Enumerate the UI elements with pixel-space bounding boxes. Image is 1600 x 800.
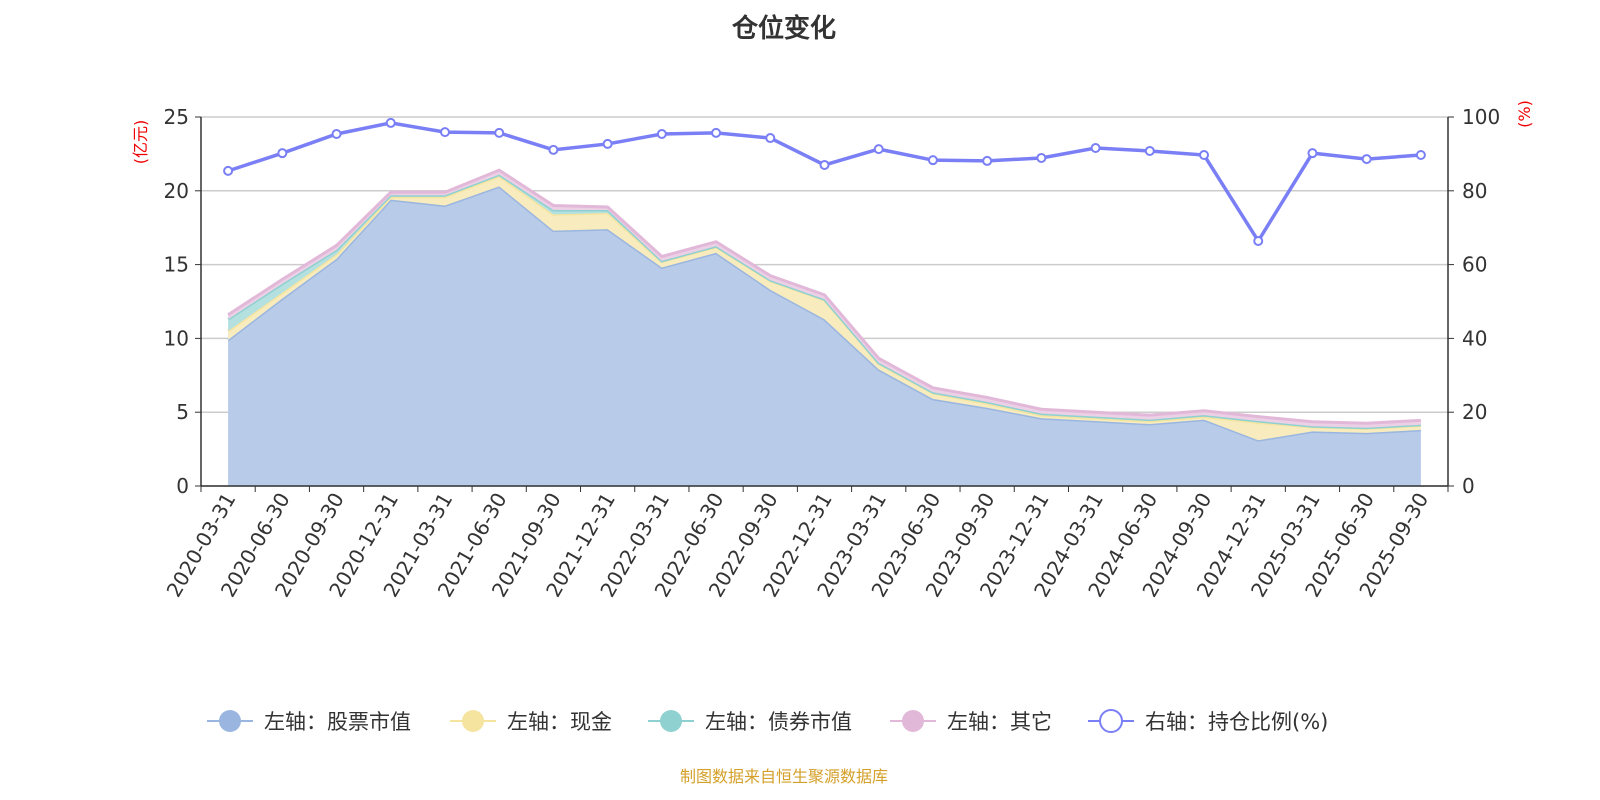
y2-tick-label: 100 [1462,105,1500,129]
legend-label[interactable]: 左轴：股票市值 [264,710,411,734]
ratio-point [1090,142,1101,153]
legend-marker [660,710,682,732]
ratio-point [494,127,505,138]
y2-tick-label: 60 [1462,253,1487,277]
ratio-point [548,144,559,155]
y2-axis-label: (%) [1515,100,1534,128]
area-1 [228,176,1421,441]
ratio-point [277,148,288,159]
y2-tick-label: 80 [1462,179,1487,203]
ratio-point [765,133,776,144]
y-axis-label: (亿元) [131,120,150,165]
ratio-point [1144,145,1155,156]
legend-label[interactable]: 左轴：现金 [507,710,612,734]
y2-tick-label: 20 [1462,400,1487,424]
source-note: 制图数据来自恒生聚源数据库 [679,767,888,786]
ratio-point [223,165,234,176]
ratio-point [819,159,830,170]
ratio-point [873,144,884,155]
chart-title: 仓位变化 [731,14,836,44]
y-tick-label: 20 [164,179,189,203]
ratio-point [1415,150,1426,161]
ratio-point [1361,154,1372,165]
ratio-point [385,117,396,128]
y2-tick-label: 0 [1462,474,1475,498]
y-tick-label: 15 [164,253,189,277]
ratio-point [331,128,342,139]
legend-marker [462,710,484,732]
legend-marker [219,710,241,732]
ratio-point [1307,148,1318,159]
legend-marker [1099,709,1123,733]
ratio-point [1036,152,1047,163]
y-tick-label: 10 [164,326,189,350]
ratio-point [602,138,613,149]
area-3 [228,170,1421,428]
legend-label[interactable]: 左轴：债券市值 [705,710,852,734]
legend-label[interactable]: 右轴：持仓比例(%) [1145,710,1328,734]
y2-tick-label: 40 [1462,326,1487,350]
ratio-point [656,128,667,139]
ratio-point [927,155,938,166]
area-0 [228,186,1421,486]
legend-label[interactable]: 左轴：其它 [947,710,1052,734]
ratio-point [982,155,993,166]
area-line-3 [227,168,1421,425]
ratio-point [439,127,450,138]
ratio-point [711,127,722,138]
y-tick-label: 25 [164,105,189,129]
ratio-point [1199,150,1210,161]
y-tick-label: 0 [176,474,189,498]
y-tick-label: 5 [176,400,189,424]
legend-marker [902,710,924,732]
ratio-point [1253,235,1264,246]
